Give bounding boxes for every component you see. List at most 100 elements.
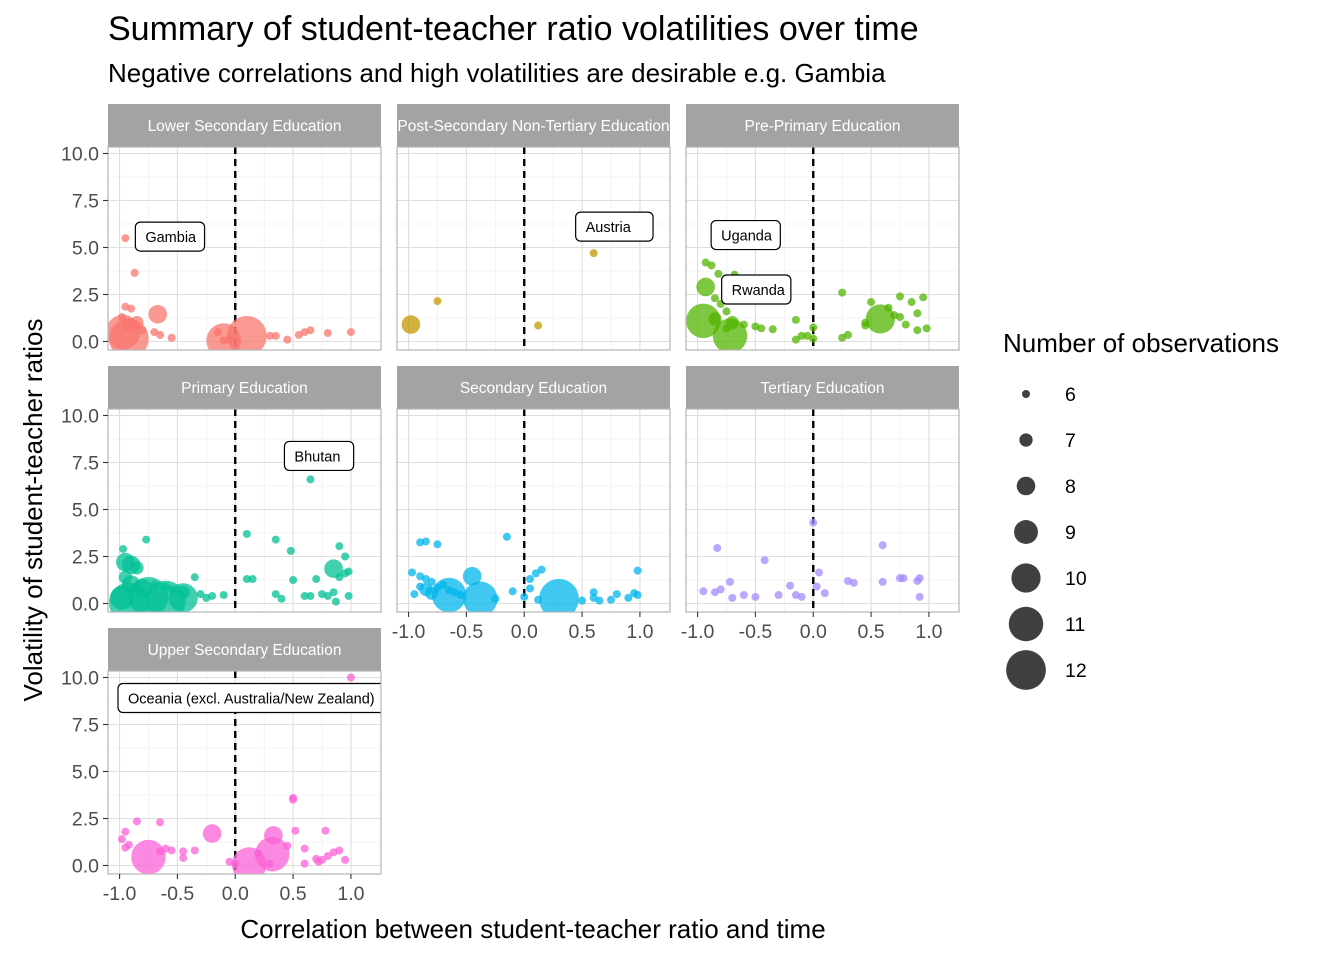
chart-subtitle: Negative correlations and high volatilit…: [108, 58, 886, 88]
data-point: [809, 334, 818, 343]
x-tick-label: -0.5: [739, 621, 773, 643]
data-point: [190, 573, 199, 582]
data-point: [335, 846, 344, 855]
data-point: [401, 315, 421, 334]
x-tick-label: 0.0: [800, 621, 827, 643]
data-point: [117, 835, 126, 844]
panel-border: [107, 408, 382, 613]
data-point: [127, 304, 136, 313]
data-point: [797, 592, 806, 601]
legend-size-label: 6: [1065, 384, 1076, 406]
data-point: [502, 532, 511, 541]
data-point: [264, 826, 283, 845]
data-point: [131, 839, 166, 874]
facet-panels: Lower Secondary Education Gambia 0.0 2.5 5.0…: [61, 104, 960, 905]
data-point: [346, 673, 355, 682]
data-point: [283, 335, 292, 344]
data-point: [578, 596, 587, 605]
data-point: [119, 544, 128, 553]
data-point: [335, 573, 344, 582]
y-tick-label: 5.0: [72, 762, 99, 784]
data-point: [797, 331, 806, 340]
data-point: [915, 592, 924, 601]
facet-strip-label: Pre-Primary Education: [745, 118, 901, 135]
data-point: [774, 591, 783, 600]
legend-size-label: 7: [1065, 430, 1076, 452]
annotation-box: [117, 682, 381, 714]
data-point: [607, 595, 616, 604]
data-point: [148, 304, 168, 324]
data-point: [427, 577, 436, 586]
data-point: [121, 234, 130, 243]
legend-size-key: [1011, 563, 1041, 593]
chart-title: Summary of student-teacher ratio volatil…: [108, 10, 919, 48]
data-point: [341, 552, 350, 561]
data-point: [901, 320, 910, 329]
x-tick-label: -0.5: [450, 621, 484, 643]
data-point: [915, 574, 924, 583]
annotation-label: Austria: [586, 220, 632, 236]
facet-upper-secondary-education: Upper Secondary Education Oceania (excl. …: [61, 628, 382, 905]
data-point: [722, 307, 731, 316]
annotations: Gambia: [134, 221, 206, 252]
x-tick-label: 0.0: [511, 621, 538, 643]
data-point: [919, 293, 928, 302]
data-point: [255, 836, 290, 872]
annotation-label: Bhutan: [294, 449, 340, 465]
x-tick-label: -1.0: [103, 883, 137, 905]
data-point: [306, 326, 315, 335]
data-point: [335, 542, 344, 551]
facet-strip-label: Lower Secondary Education: [148, 118, 342, 135]
annotations: Austria: [575, 211, 654, 242]
data-point: [899, 574, 908, 583]
legend-size-label: 8: [1065, 476, 1076, 498]
x-tick-label: -1.0: [681, 621, 715, 643]
data-point: [820, 589, 829, 598]
data-point: [714, 269, 723, 278]
data-point: [323, 591, 332, 600]
data-point: [716, 585, 725, 594]
legend-size-label: 11: [1065, 614, 1085, 636]
x-tick-label: 0.0: [222, 883, 249, 905]
data-point: [130, 561, 144, 575]
data-point: [321, 826, 330, 835]
data-point: [312, 575, 321, 584]
data-point: [786, 581, 795, 590]
data-point: [757, 324, 766, 333]
data-point: [922, 324, 931, 333]
legend-size-label: 9: [1065, 522, 1076, 544]
data-point: [408, 568, 417, 577]
x-tick-label: 0.5: [858, 621, 885, 643]
data-point: [156, 818, 165, 827]
facet-strip: [686, 104, 959, 147]
data-point: [913, 309, 922, 318]
data-point: [410, 590, 419, 599]
data-point: [291, 826, 300, 835]
x-axis: -1.0 -0.5 0.0 0.5 1.0: [681, 612, 943, 643]
data-point: [289, 795, 298, 804]
facet-primary-education: Primary Education Bhutan 0.0 2.5 5.0 7.5 10.0: [61, 366, 382, 616]
data-point: [121, 827, 130, 836]
legend-size-key: [1019, 433, 1033, 447]
annotation-label: Rwanda: [732, 283, 786, 299]
legend-size-label: 10: [1065, 568, 1087, 590]
data-point: [329, 588, 338, 597]
legend-title: Number of observations: [1003, 328, 1279, 358]
data-point: [815, 568, 824, 577]
data-point: [306, 475, 315, 484]
data-point: [265, 859, 274, 868]
y-axis: 0.0 2.5 5.0 7.5 10.0: [61, 406, 108, 616]
data-point: [865, 304, 895, 334]
annotation-box: [721, 274, 792, 305]
data-point: [196, 590, 205, 599]
data-point: [179, 853, 188, 862]
annotations: Bhutan: [283, 440, 355, 472]
data-point: [712, 318, 748, 350]
data-point: [433, 540, 442, 549]
data-point: [728, 593, 737, 602]
data-point: [537, 565, 546, 574]
data-point: [838, 288, 847, 297]
series-points: [401, 249, 598, 334]
data-point: [768, 325, 777, 334]
